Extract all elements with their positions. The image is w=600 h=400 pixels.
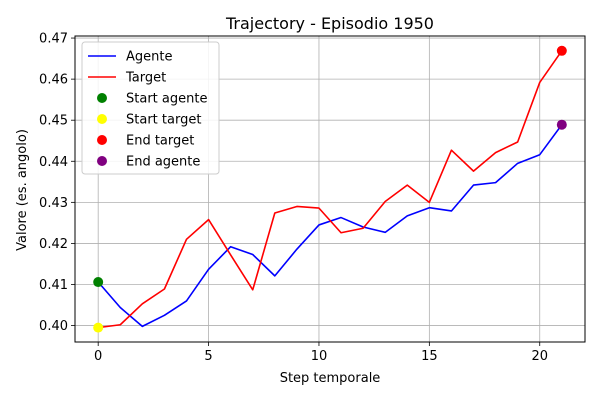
y-tick-label: 0.43: [39, 196, 68, 211]
marker-layer: [93, 45, 567, 333]
legend-swatch-dot: [97, 135, 107, 145]
x-tick-label: 0: [94, 349, 102, 364]
tick-layer: 0 5 10 15 20 0.40 0.41 0.42 0.43 0.44 0.45 0.46 0.47: [39, 32, 548, 364]
x-tick-label: 10: [311, 349, 328, 364]
legend-label: Start agente: [126, 92, 207, 107]
legend-swatch-dot: [97, 156, 107, 166]
y-tick-label: 0.47: [39, 32, 68, 47]
marker-start-agente: [93, 277, 104, 288]
x-tick-label: 20: [531, 349, 548, 364]
legend: Agente Target Start agente Start target End …: [81, 41, 220, 175]
marker-end-agente: [556, 119, 567, 130]
series-line-target: [98, 50, 563, 329]
chart-title: Trajectory - Episodio 1950: [225, 14, 434, 33]
grid-layer: [75, 36, 585, 342]
y-tick-label: 0.46: [39, 73, 68, 88]
x-tick-label: 15: [421, 349, 438, 364]
legend-label: End agente: [126, 155, 200, 170]
y-tick-label: 0.40: [39, 319, 68, 334]
x-tick-label: 5: [204, 349, 212, 364]
legend-swatch-dot: [97, 114, 107, 124]
legend-label: Start target: [126, 113, 201, 128]
y-tick-label: 0.44: [39, 155, 68, 170]
series-layer: [97, 50, 563, 329]
legend-label: Agente: [126, 50, 172, 65]
y-tick-label: 0.41: [39, 278, 68, 293]
marker-end-target: [556, 45, 567, 56]
y-tick-label: 0.42: [39, 237, 68, 252]
legend-swatch-dot: [97, 93, 107, 103]
marker-start-target: [93, 322, 104, 333]
legend-label: Target: [125, 71, 166, 86]
legend-box: [81, 41, 220, 175]
plot-frame: [74, 35, 586, 343]
legend-label: End target: [126, 134, 194, 149]
y-tick-label: 0.45: [39, 114, 68, 129]
x-axis-label: Step temporale: [280, 371, 381, 386]
y-axis-label: Valore (es. angolo): [15, 129, 30, 251]
